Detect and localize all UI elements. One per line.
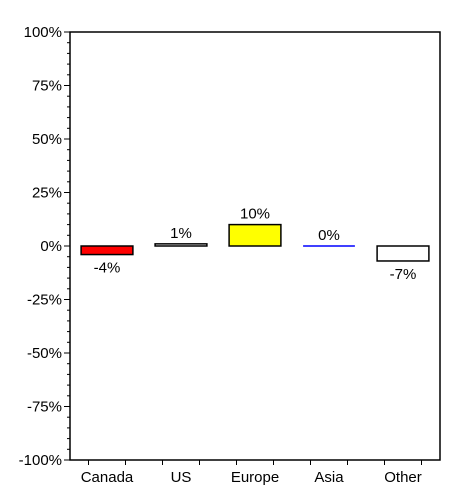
y-tick-label: 75% [32,78,62,95]
y-tick-label: 50% [32,131,62,148]
y-tick-label: -25% [27,292,62,309]
y-axis: 100% 75% 50% 25% 0% -25% -50% -75% -100% [19,24,70,469]
bar [228,223,282,247]
data-labels: -4% 1% 10% 0% -7% [94,206,417,283]
data-label: -4% [94,260,121,277]
y-tick-label: 100% [24,24,62,41]
bars [80,223,430,262]
data-label: 0% [318,227,340,244]
y-tick-label: -50% [27,345,62,362]
x-category-label: Europe [231,469,279,486]
x-category-label: Other [384,469,422,486]
data-label: -7% [390,266,417,283]
bar [154,243,208,247]
bar [376,245,430,262]
bar [80,245,134,256]
y-tick-label: -100% [19,452,62,469]
x-axis: Canada US Europe Asia Other [81,460,422,486]
data-label: 10% [240,206,270,223]
data-label: 1% [170,225,192,242]
y-tick-label: 25% [32,185,62,202]
x-category-label: Canada [81,469,134,486]
x-category-label: US [171,469,192,486]
x-category-label: Asia [314,469,344,486]
y-tick-label: -75% [27,399,62,416]
y-tick-label: 0% [40,238,62,255]
